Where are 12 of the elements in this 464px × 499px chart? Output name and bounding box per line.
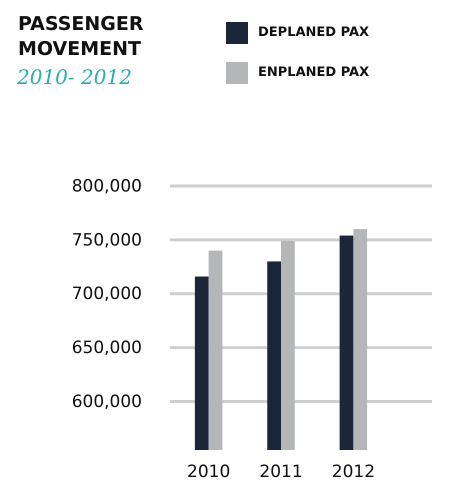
y-tick-label: 650,000 [72, 338, 142, 358]
x-tick-label: 2011 [259, 462, 303, 482]
y-tick-label: 750,000 [72, 230, 142, 250]
x-tick-label: 2010 [186, 462, 230, 482]
legend-label: ENPLANED PAX [258, 65, 370, 80]
chart-title: PASSENGER MOVEMENT [18, 13, 144, 60]
y-tick-label: 700,000 [72, 284, 142, 304]
y-tick-label: 800,000 [72, 176, 142, 196]
chart-subtitle: 2010- 2012 [16, 65, 132, 89]
legend-label: DEPLANED PAX [258, 25, 370, 40]
y-tick-label: 600,000 [72, 392, 142, 412]
x-tick-label: 2012 [332, 462, 376, 482]
